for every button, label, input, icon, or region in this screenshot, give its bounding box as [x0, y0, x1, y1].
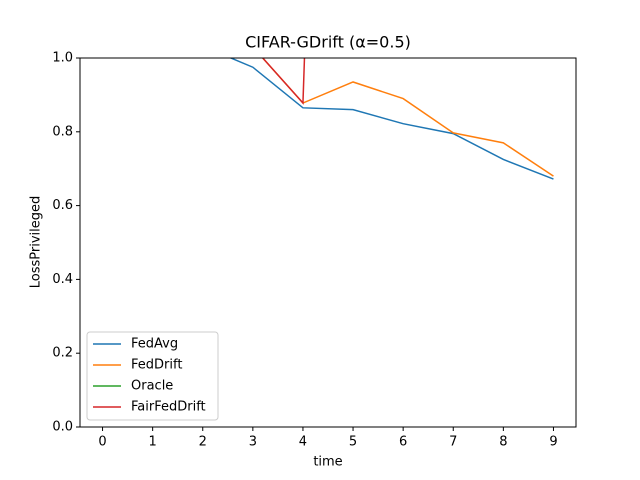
series-line [228, 58, 554, 180]
x-tick-label: 8 [499, 435, 507, 450]
y-tick-label: 0.6 [52, 198, 73, 213]
x-tick-label: 0 [98, 435, 106, 450]
legend-label: Oracle [131, 379, 173, 394]
x-tick-label: 1 [149, 435, 157, 450]
x-tick-label: 6 [399, 435, 407, 450]
y-tick-label: 1.0 [52, 51, 73, 66]
legend-box [86, 331, 219, 421]
x-tick-label: 9 [549, 435, 557, 450]
chart-title: CIFAR-GDrift (α=0.5) [245, 33, 411, 52]
x-tick-label: 5 [349, 435, 357, 450]
x-axis-label: time [313, 455, 342, 470]
legend-label: FedDrift [131, 358, 182, 373]
x-tick-label: 2 [199, 435, 207, 450]
legend-label: FedAvg [131, 337, 178, 352]
y-tick-label: 0.2 [52, 346, 73, 361]
x-tick-label: 4 [299, 435, 307, 450]
series-line [261, 58, 554, 177]
y-axis-label: LossPrivileged [29, 196, 44, 289]
y-tick-label: 0.0 [52, 420, 73, 435]
legend-label: FairFedDrift [131, 400, 206, 415]
axes-frame [79, 57, 577, 428]
legend: FedAvg FedDrift Oracle FairFedDrift [86, 331, 219, 421]
y-tick-label: 0.4 [52, 272, 73, 287]
x-tick-label: 7 [449, 435, 457, 450]
y-tick-label: 0.8 [52, 124, 73, 139]
lines [228, 58, 554, 180]
x-tick-label: 3 [249, 435, 257, 450]
